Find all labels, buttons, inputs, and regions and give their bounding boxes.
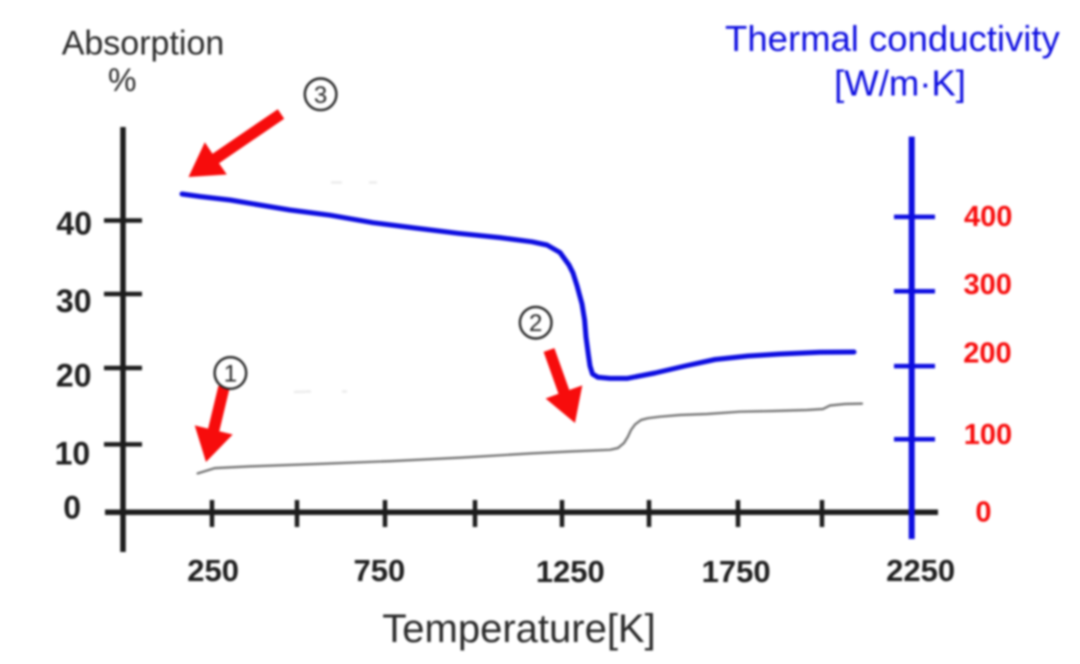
svg-text:1250: 1250 [536,554,605,589]
svg-text:40: 40 [56,205,92,241]
svg-text:3: 3 [314,82,327,109]
svg-text:0: 0 [63,490,81,526]
svg-text:200: 200 [963,338,1011,370]
svg-text:2: 2 [529,310,542,337]
svg-text:Temperature[K]: Temperature[K] [382,607,655,651]
svg-text:%: % [108,62,136,98]
svg-text:Thermal conductivity: Thermal conductivity [725,18,1060,59]
svg-text:100: 100 [964,419,1012,451]
svg-text:0: 0 [975,497,991,529]
svg-text:250: 250 [187,553,239,588]
svg-text:1750: 1750 [702,554,771,589]
svg-text:2250: 2250 [886,553,955,588]
svg-text:400: 400 [964,201,1012,233]
svg-text:10: 10 [55,435,91,471]
svg-text:300: 300 [964,269,1012,301]
svg-text:1: 1 [224,361,237,388]
svg-text:20: 20 [56,358,92,394]
svg-text:750: 750 [354,553,406,588]
svg-text:[W/m·K]: [W/m·K] [834,63,966,104]
svg-text:Absorption: Absorption [62,24,225,62]
svg-text:30: 30 [56,283,92,319]
